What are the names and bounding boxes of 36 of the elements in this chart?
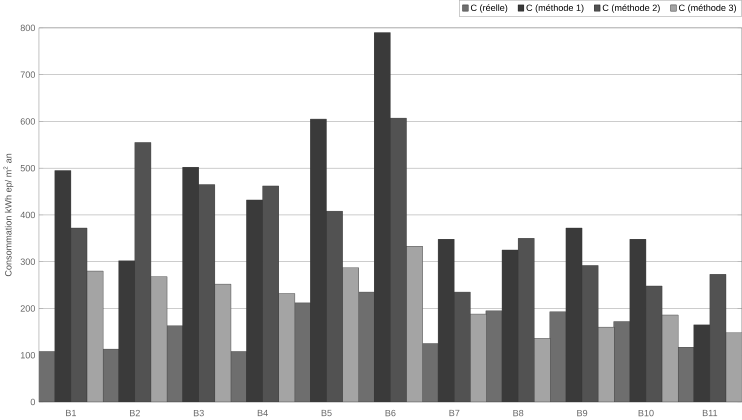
y-tick-label: 200 — [20, 305, 36, 312]
y-axis-title: Consommation kWh ep/ m$^{2}$ an — [3, 154, 14, 276]
legend-label: C (méthode 1) — [526, 4, 584, 13]
bar — [582, 265, 598, 402]
bar — [390, 118, 407, 402]
x-tick-label: B4 — [258, 410, 268, 416]
x-tick-label: B3 — [194, 410, 204, 416]
bar — [198, 184, 216, 402]
bar — [454, 292, 471, 402]
bar — [262, 186, 279, 402]
y-tick-label: 800 — [20, 24, 36, 32]
y-tick-label: 600 — [20, 118, 36, 125]
bar — [326, 211, 343, 402]
x-tick-label: B8 — [513, 410, 524, 416]
bar — [70, 228, 88, 402]
legend-label: C (méthode 2) — [602, 4, 660, 13]
x-tick-label: B7 — [449, 410, 460, 416]
x-tick-label: B2 — [130, 410, 140, 416]
y-tick-label: 400 — [20, 212, 36, 218]
y-tick-label: 100 — [20, 352, 36, 359]
y-tick-label: 700 — [20, 72, 36, 78]
x-tick-label: B1 — [66, 410, 76, 416]
y-tick-label: 0 — [30, 398, 36, 406]
legend-label: C (réelle) — [470, 4, 508, 13]
y-tick-label: 300 — [20, 258, 36, 266]
bar — [646, 286, 662, 402]
x-tick-label: B11 — [702, 410, 718, 416]
bar — [134, 142, 152, 402]
bar — [518, 238, 535, 402]
bar — [710, 274, 726, 402]
x-tick-label: B10 — [638, 410, 654, 416]
legend-label: C (méthode 3) — [679, 4, 736, 13]
y-tick-label: 500 — [20, 165, 36, 172]
x-tick-label: B6 — [386, 410, 396, 416]
x-tick-label: B5 — [322, 410, 332, 416]
x-tick-label: B9 — [577, 410, 588, 416]
